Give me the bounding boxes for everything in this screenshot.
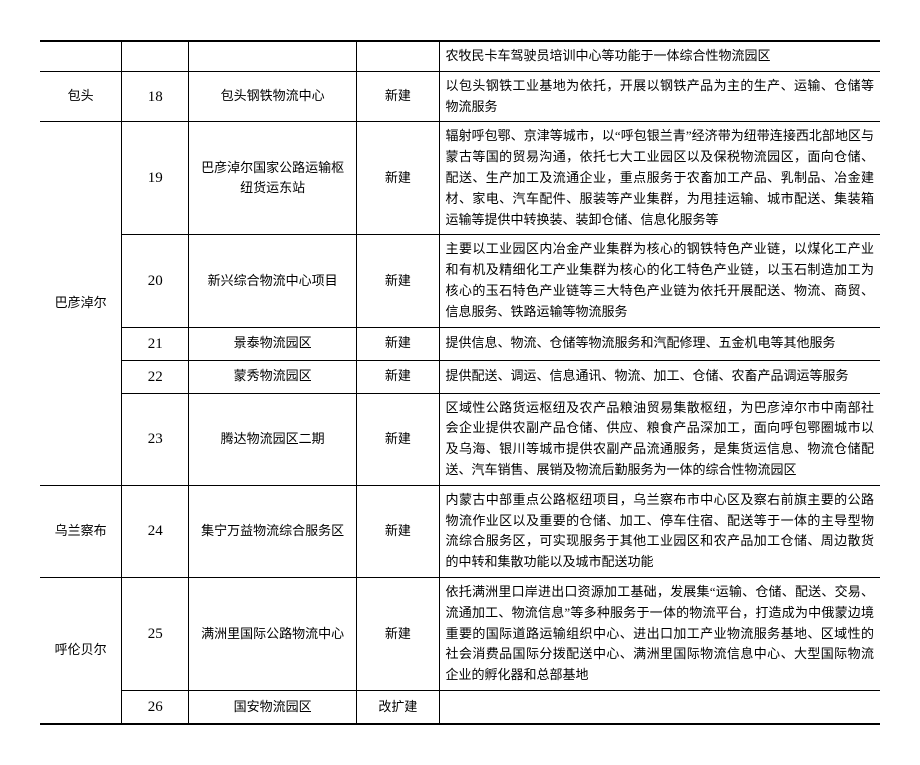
project-name-cell: 满洲里国际公路物流中心: [189, 577, 357, 690]
project-name-cell: 包头钢铁物流中心: [189, 71, 357, 122]
build-type-cell: 新建: [357, 122, 439, 235]
region-cell: [40, 41, 122, 71]
number-cell: 25: [122, 577, 189, 690]
table-row: 包头18包头钢铁物流中心新建以包头钢铁工业基地为依托，开展以钢铁产品为主的生产、…: [40, 71, 880, 122]
number-cell: 26: [122, 690, 189, 724]
project-name-cell: [189, 41, 357, 71]
table-row: 农牧民卡车驾驶员培训中心等功能于一体综合性物流园区: [40, 41, 880, 71]
project-name-cell: 蒙秀物流园区: [189, 360, 357, 393]
build-type-cell: 新建: [357, 71, 439, 122]
description-cell: 农牧民卡车驾驶员培训中心等功能于一体综合性物流园区: [439, 41, 880, 71]
logistics-table: 农牧民卡车驾驶员培训中心等功能于一体综合性物流园区包头18包头钢铁物流中心新建以…: [40, 40, 880, 725]
project-name-cell: 巴彦淖尔国家公路运输枢纽货运东站: [189, 122, 357, 235]
table-row: 巴彦淖尔19巴彦淖尔国家公路运输枢纽货运东站新建辐射呼包鄂、京津等城市，以“呼包…: [40, 122, 880, 235]
number-cell: 19: [122, 122, 189, 235]
description-cell: 主要以工业园区内冶金产业集群为核心的钢铁特色产业链，以煤化工产业和有机及精细化工…: [439, 235, 880, 327]
description-cell: 以包头钢铁工业基地为依托，开展以钢铁产品为主的生产、运输、仓储等物流服务: [439, 71, 880, 122]
number-cell: 20: [122, 235, 189, 327]
region-cell: 巴彦淖尔: [40, 122, 122, 485]
number-cell: [122, 41, 189, 71]
table-row: 26国安物流园区改扩建: [40, 690, 880, 724]
number-cell: 24: [122, 485, 189, 577]
build-type-cell: 改扩建: [357, 690, 439, 724]
build-type-cell: 新建: [357, 327, 439, 360]
project-name-cell: 国安物流园区: [189, 690, 357, 724]
description-cell: 区域性公路货运枢纽及农产品粮油贸易集散枢纽，为巴彦淖尔市中南部社会企业提供农副产…: [439, 393, 880, 485]
number-cell: 23: [122, 393, 189, 485]
description-cell: 内蒙古中部重点公路枢纽项目，乌兰察布市中心区及察右前旗主要的公路物流作业区以及重…: [439, 485, 880, 577]
table-row: 20新兴综合物流中心项目新建主要以工业园区内冶金产业集群为核心的钢铁特色产业链，…: [40, 235, 880, 327]
build-type-cell: 新建: [357, 485, 439, 577]
number-cell: 21: [122, 327, 189, 360]
table-row: 乌兰察布24集宁万益物流综合服务区新建内蒙古中部重点公路枢纽项目，乌兰察布市中心…: [40, 485, 880, 577]
description-cell: 提供配送、调运、信息通讯、物流、加工、仓储、农畜产品调运等服务: [439, 360, 880, 393]
build-type-cell: 新建: [357, 393, 439, 485]
region-cell: 包头: [40, 71, 122, 122]
description-cell: 依托满洲里口岸进出口资源加工基础，发展集“运输、仓储、配送、交易、流通加工、物流…: [439, 577, 880, 690]
project-name-cell: 腾达物流园区二期: [189, 393, 357, 485]
description-cell: 提供信息、物流、仓储等物流服务和汽配修理、五金机电等其他服务: [439, 327, 880, 360]
region-cell: 乌兰察布: [40, 485, 122, 577]
project-name-cell: 景泰物流园区: [189, 327, 357, 360]
build-type-cell: 新建: [357, 235, 439, 327]
description-cell: [439, 690, 880, 724]
table-row: 23腾达物流园区二期新建区域性公路货运枢纽及农产品粮油贸易集散枢纽，为巴彦淖尔市…: [40, 393, 880, 485]
table-row: 21景泰物流园区新建提供信息、物流、仓储等物流服务和汽配修理、五金机电等其他服务: [40, 327, 880, 360]
description-cell: 辐射呼包鄂、京津等城市，以“呼包银兰青”经济带为纽带连接西北部地区与蒙古等国的贸…: [439, 122, 880, 235]
build-type-cell: 新建: [357, 360, 439, 393]
table-row: 22蒙秀物流园区新建提供配送、调运、信息通讯、物流、加工、仓储、农畜产品调运等服…: [40, 360, 880, 393]
number-cell: 18: [122, 71, 189, 122]
project-name-cell: 新兴综合物流中心项目: [189, 235, 357, 327]
build-type-cell: 新建: [357, 577, 439, 690]
number-cell: 22: [122, 360, 189, 393]
project-name-cell: 集宁万益物流综合服务区: [189, 485, 357, 577]
build-type-cell: [357, 41, 439, 71]
table-row: 呼伦贝尔25满洲里国际公路物流中心新建依托满洲里口岸进出口资源加工基础，发展集“…: [40, 577, 880, 690]
